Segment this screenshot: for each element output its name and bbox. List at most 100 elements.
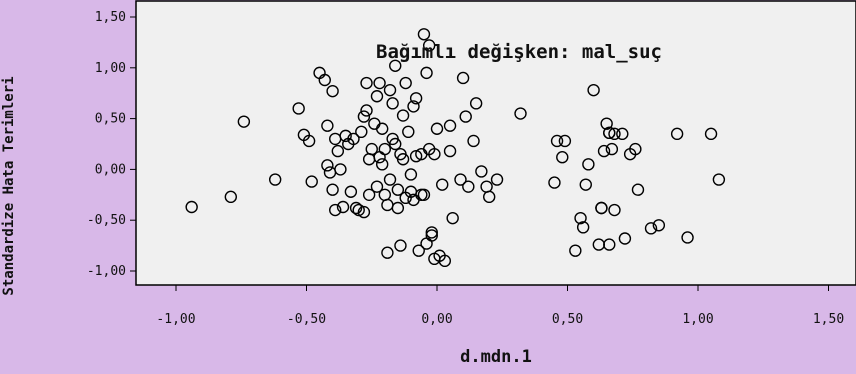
data-point — [712, 173, 726, 186]
data-point — [605, 142, 619, 156]
data-point — [409, 92, 423, 105]
data-point — [391, 183, 405, 196]
data-point — [417, 188, 431, 202]
y-tick-label: -1,00 — [87, 264, 126, 279]
data-point — [399, 76, 412, 90]
data-point — [318, 73, 331, 87]
data-point — [292, 102, 305, 115]
data-point — [339, 129, 352, 143]
y-tick-label: -0,50 — [87, 213, 126, 228]
data-point — [600, 117, 613, 130]
data-point — [616, 127, 629, 141]
data-point — [383, 83, 397, 97]
data-point — [582, 158, 595, 171]
data-point — [670, 127, 684, 141]
data-point — [389, 137, 402, 151]
data-point — [336, 200, 350, 214]
data-point — [321, 159, 334, 172]
data-point — [417, 28, 431, 41]
y-tick-label: 0,00 — [95, 162, 126, 177]
data-point — [375, 122, 389, 135]
data-point — [391, 201, 405, 215]
data-point — [412, 244, 425, 257]
data-point — [681, 231, 694, 244]
data-point — [305, 175, 318, 188]
data-point — [436, 178, 449, 191]
data-point — [394, 239, 407, 252]
data-point — [383, 173, 397, 186]
data-point — [370, 90, 384, 103]
data-point — [459, 110, 472, 123]
data-point — [321, 119, 334, 132]
data-point — [556, 151, 569, 164]
data-point — [370, 180, 384, 193]
data-point — [475, 165, 488, 178]
data-point — [381, 246, 394, 259]
data-point — [550, 134, 564, 148]
data-point — [443, 144, 457, 158]
data-point — [603, 238, 616, 251]
data-point — [631, 183, 645, 196]
data-point — [438, 254, 452, 268]
x-tick-label: 0,50 — [552, 312, 583, 327]
x-tick-label: 1,50 — [813, 312, 844, 327]
data-point — [443, 119, 457, 132]
data-point — [425, 229, 438, 242]
data-point — [302, 134, 316, 148]
data-point — [576, 221, 590, 234]
data-point — [396, 153, 410, 166]
data-point — [378, 142, 391, 156]
data-point — [629, 142, 642, 156]
data-point — [357, 205, 371, 219]
data-point — [409, 149, 423, 163]
x-axis: -1,00 -0,50 0,00 0,50 1,00 1,50 — [156, 285, 844, 327]
data-point — [446, 211, 459, 225]
data-point — [237, 115, 251, 128]
data-point — [425, 226, 438, 239]
y-tick-label: 1,00 — [95, 61, 126, 76]
data-point — [422, 39, 436, 52]
data-point — [386, 97, 399, 110]
y-tick-label: 0,50 — [95, 112, 126, 127]
data-point — [618, 232, 632, 245]
data-point — [389, 59, 402, 72]
data-point — [357, 110, 371, 123]
data-point — [344, 185, 358, 198]
data-point — [268, 173, 282, 186]
data-point — [349, 201, 363, 215]
data-point — [704, 127, 718, 141]
chart-title: Bağımlı değişken: mal_suç — [376, 41, 662, 63]
data-point — [326, 183, 339, 196]
data-point — [365, 142, 378, 156]
data-point — [569, 244, 582, 257]
data-point — [404, 168, 418, 181]
data-point — [579, 178, 592, 191]
data-point — [355, 125, 368, 139]
data-point — [428, 147, 441, 161]
data-point — [407, 100, 420, 113]
y-axis-title: Standardize Hata Terimleri — [1, 76, 17, 295]
data-point — [467, 134, 480, 148]
data-point — [373, 76, 386, 90]
data-point — [483, 190, 496, 204]
data-point — [644, 222, 658, 235]
data-points — [185, 28, 726, 268]
data-point — [587, 83, 600, 97]
data-point — [608, 127, 621, 141]
data-point — [362, 188, 376, 202]
data-point — [430, 122, 444, 135]
data-point — [329, 203, 342, 217]
data-point — [454, 173, 467, 186]
x-axis-title: d.mdn.1 — [460, 347, 532, 367]
plot-area — [135, 0, 856, 286]
data-point — [360, 76, 373, 90]
data-point — [595, 201, 608, 215]
data-point — [326, 84, 339, 98]
data-point — [352, 203, 365, 217]
data-point — [185, 200, 198, 214]
data-point — [462, 180, 475, 193]
data-point — [402, 125, 415, 139]
data-point — [334, 163, 347, 176]
data-point — [420, 66, 433, 80]
